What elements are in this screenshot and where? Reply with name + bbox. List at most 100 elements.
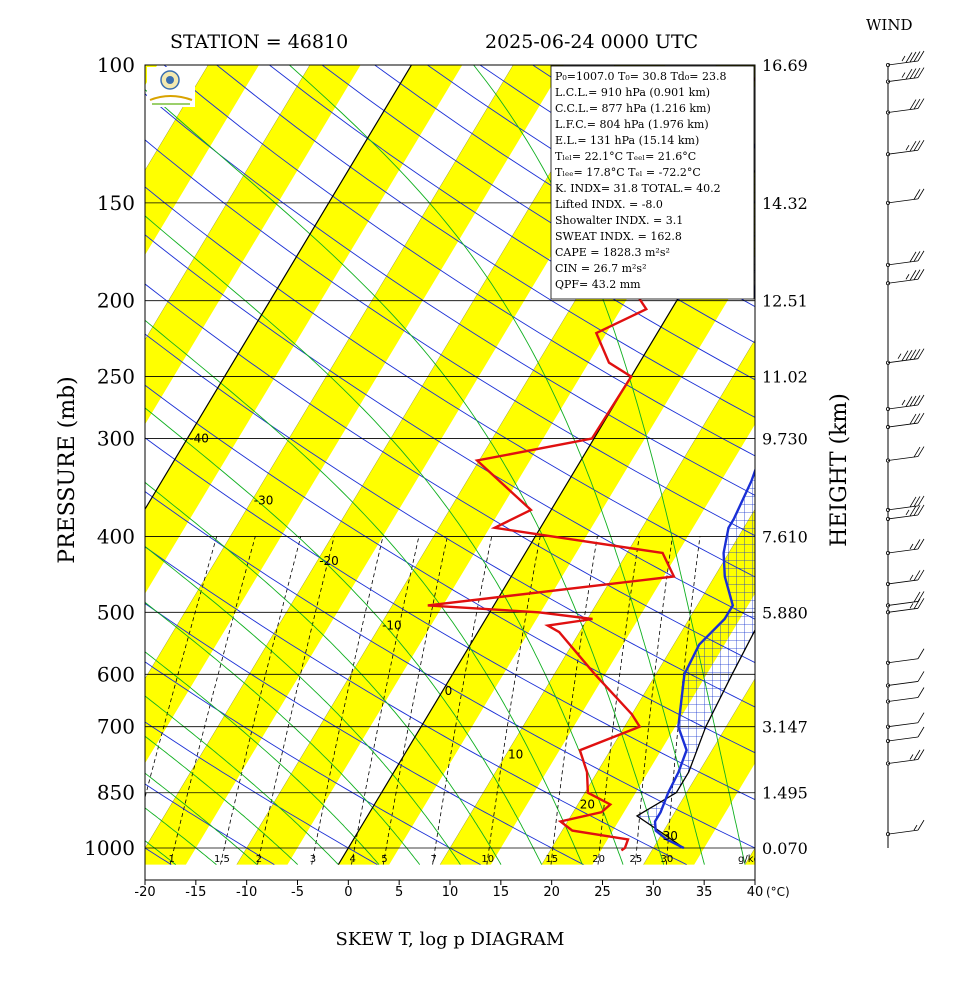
dry-adiabat [145, 721, 378, 865]
moist-adiabat [145, 545, 461, 865]
height-tick: 0.070 [762, 839, 808, 858]
index-line-4: L.F.C.= 804 hPa (1.976 km) [555, 118, 709, 131]
wind-barb-flag [913, 189, 921, 200]
wind-barb-half [897, 353, 902, 359]
height-tick: 7.610 [762, 527, 808, 546]
pressure-tick-700: 700 [97, 715, 135, 739]
wind-barb-flag [913, 413, 921, 424]
wind-barb-flag [917, 188, 925, 200]
wind-barb-shaft [887, 77, 919, 82]
isotherm-band [145, 65, 259, 255]
mixing-ratio-unit: g/kg [738, 854, 760, 865]
dry-adiabat [145, 93, 755, 496]
wind-barb-flag [913, 598, 921, 609]
dry-adiabat [145, 437, 755, 801]
wind-barb-flag [905, 349, 913, 361]
wind-barb-half [901, 72, 906, 78]
isotherm-line [145, 65, 310, 341]
wind-barb-shaft [887, 108, 919, 113]
wind-barb-flag [917, 140, 925, 151]
isotherm-band [0, 65, 56, 865]
isotherm-label: -10 [382, 619, 402, 633]
x-tick-label: -20 [134, 885, 155, 900]
agency-logo [147, 67, 195, 107]
height-tick: 11.02 [762, 368, 808, 387]
index-line-2: L.C.L.= 910 hPa (0.901 km) [555, 86, 710, 99]
isotherm-line [145, 65, 514, 679]
x-tick-label: 10 [442, 885, 459, 900]
pressure-tick-150: 150 [97, 191, 135, 215]
isotherm-band [745, 847, 755, 865]
wind-barb-flag [909, 99, 917, 110]
wind-barb-shaft [887, 601, 919, 606]
moist-adiabat [289, 65, 705, 865]
wind-barb-flag [917, 394, 925, 406]
wind-barb-shaft [887, 278, 919, 284]
wind-barb-flag [909, 496, 917, 508]
wind-barb-flag [909, 395, 917, 407]
dry-adiabat [145, 186, 755, 578]
wind-barb-flag [913, 348, 921, 360]
index-line-14: QPF= 43.2 mm [555, 278, 641, 291]
wind-barb-shaft [887, 198, 919, 204]
wind-barb-shaft [887, 60, 919, 66]
mixing-ratio-label: 2 [256, 854, 262, 865]
wind-barb-flag [917, 749, 925, 760]
isotherm-band [145, 65, 666, 865]
isotherm-label: 30 [663, 829, 678, 843]
height-tick: 12.51 [762, 292, 808, 311]
mixing-ratio-label: 1.5 [214, 854, 230, 865]
wind-barb-flag [905, 68, 913, 80]
wind-barb-flag [901, 350, 909, 361]
wind-barb-shaft [887, 697, 919, 702]
pressure-tick-600: 600 [97, 662, 135, 686]
wind-barb-flag [917, 504, 925, 516]
moist-adiabat [145, 481, 502, 865]
pressure-tick-250: 250 [97, 365, 135, 389]
index-line-7: Tₗₑₑ= 17.8°C Tₑₗ = -72.2°C [555, 166, 701, 179]
isotherm-label: -20 [319, 554, 339, 568]
wind-barb-half [909, 754, 914, 760]
isotherm-line [744, 847, 755, 865]
wind-barb-flag [917, 446, 925, 457]
wind-barb-shaft [887, 681, 919, 686]
wind-barb-flag [913, 67, 921, 79]
height-tick: 1.495 [762, 784, 808, 803]
pressure-tick-labels: 100 150 200 250 300 400 500 600 700 850 1000 [84, 53, 135, 860]
wind-barb-flag [913, 749, 921, 761]
wind-barb-flag [917, 538, 925, 550]
isotherm-line [0, 65, 106, 865]
cape-hatch [637, 170, 755, 831]
wind-barb-half [901, 55, 906, 62]
wind-barb-shaft [887, 579, 919, 585]
wind-barb-flag [909, 270, 917, 281]
wind-barb-flag [917, 348, 925, 359]
wind-barb-flag [913, 98, 921, 110]
wind-barb-flag [917, 495, 925, 507]
wind-barb-half [901, 399, 906, 406]
wind-barb-flag [917, 687, 925, 698]
x-tick-label: 5 [395, 885, 403, 900]
wind-barb-shaft [887, 260, 919, 266]
pressure-tick-400: 400 [97, 524, 135, 548]
dry-adiabat [145, 491, 755, 849]
parcel-line [635, 628, 755, 849]
wind-barb-shaft [887, 149, 919, 155]
wind-barb-shaft [887, 505, 919, 511]
isotherm-label: -30 [254, 494, 274, 508]
isotherm-line [145, 65, 615, 849]
isotherm-line [439, 339, 755, 865]
dry-adiabat [145, 283, 755, 664]
moist-adiabat [145, 88, 665, 865]
wind-barb-shaft [887, 456, 919, 461]
x-tick-label: 25 [594, 885, 611, 900]
mixing-ratio-label: 25 [630, 854, 643, 865]
pressure-tick-200: 200 [97, 289, 135, 313]
dry-adiabat [145, 783, 275, 865]
wind-barb-flag [917, 250, 925, 262]
height-tick: 5.880 [762, 603, 808, 622]
wind-barb-flag [913, 269, 921, 280]
dry-adiabat [145, 661, 481, 865]
